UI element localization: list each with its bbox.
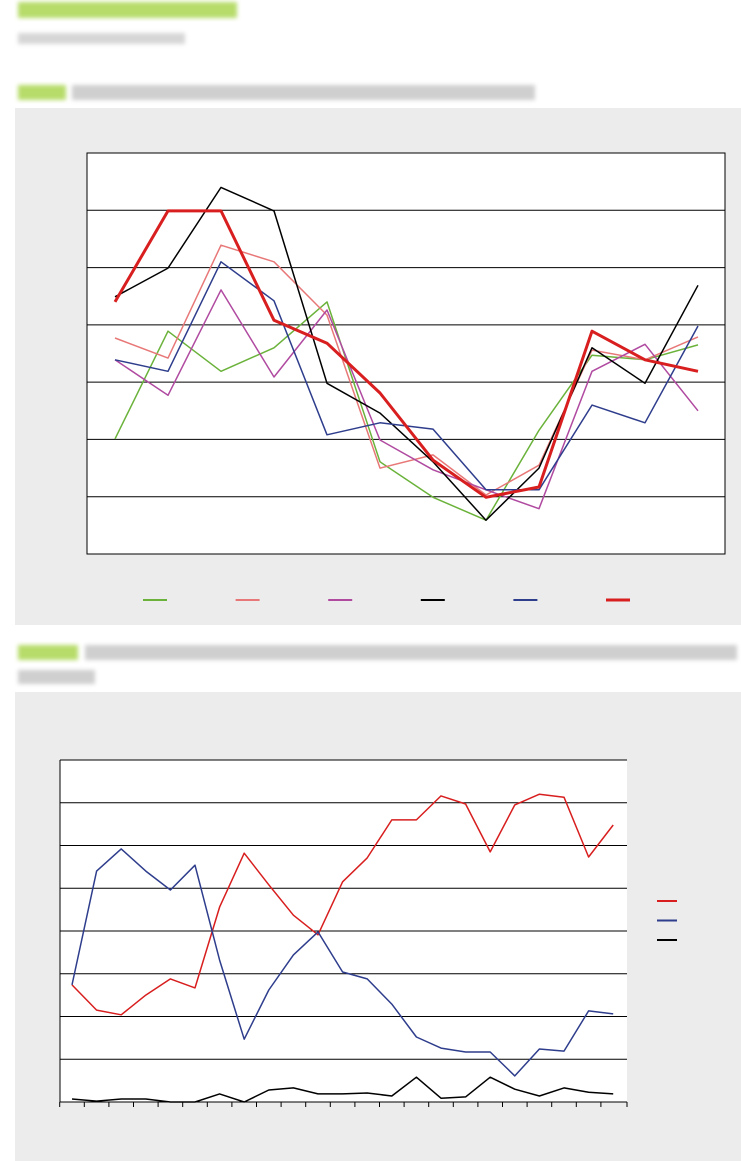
series-line (114, 186, 699, 521)
subheading (18, 33, 185, 44)
blurred-text (18, 2, 737, 684)
series-line (114, 244, 699, 496)
series-line (114, 289, 699, 510)
caption-label (18, 85, 66, 100)
series-line (71, 1076, 614, 1103)
series-line (113, 209, 699, 499)
series-line (71, 793, 614, 1016)
caption-text (85, 645, 737, 660)
caption-text (72, 85, 535, 100)
heading-highlight (18, 2, 237, 18)
series-line (71, 848, 614, 1077)
caption-text (18, 670, 95, 684)
plot-area (86, 152, 726, 555)
series-line (114, 301, 699, 521)
caption-label (18, 645, 78, 660)
